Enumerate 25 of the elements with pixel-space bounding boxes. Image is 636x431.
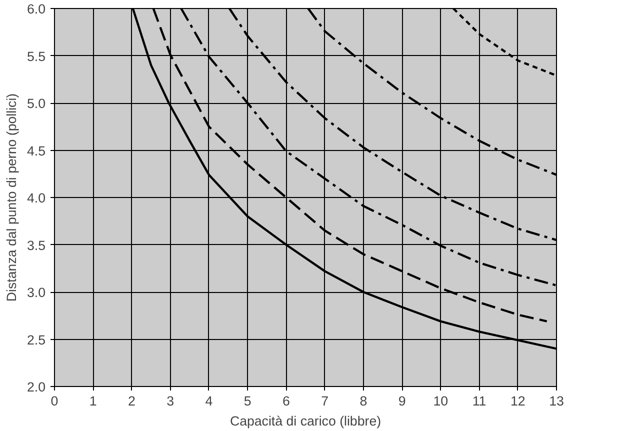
x-tick-label: 13 (549, 394, 564, 408)
x-tick-label: 5 (244, 394, 252, 408)
y-axis-title: Distanza dal punto di perno (pollici) (4, 93, 19, 302)
x-tick-label: 9 (398, 394, 406, 408)
y-tick-label: 2.5 (26, 332, 46, 348)
y-tick-label: 4.0 (26, 190, 46, 206)
y-tick-label: 5.0 (26, 96, 46, 111)
y-tick-label: 3.5 (26, 238, 46, 253)
x-tick-label: 12 (510, 394, 526, 408)
x-tick-label: 10 (433, 394, 448, 408)
y-tick-label: 6.0 (26, 2, 46, 16)
x-tick-label: 2 (128, 394, 136, 408)
x-tick-label: 4 (205, 394, 214, 408)
y-tick-label: 4.5 (26, 143, 46, 158)
x-tick-label: 0 (50, 394, 58, 408)
x-tick-label: 11 (472, 394, 486, 408)
y-tick-label: 5.5 (26, 48, 46, 64)
x-tick-label: 3 (166, 394, 174, 408)
y-tick-label: 3.0 (26, 285, 46, 300)
x-tick-label: 8 (360, 394, 368, 408)
x-axis-title: Capacità di carico (libbre) (230, 414, 382, 428)
x-tick-label: 6 (282, 394, 290, 408)
x-tick-label: 7 (321, 394, 329, 408)
y-tick-label: 2.0 (26, 380, 46, 394)
x-tick-label: 1 (89, 394, 97, 408)
